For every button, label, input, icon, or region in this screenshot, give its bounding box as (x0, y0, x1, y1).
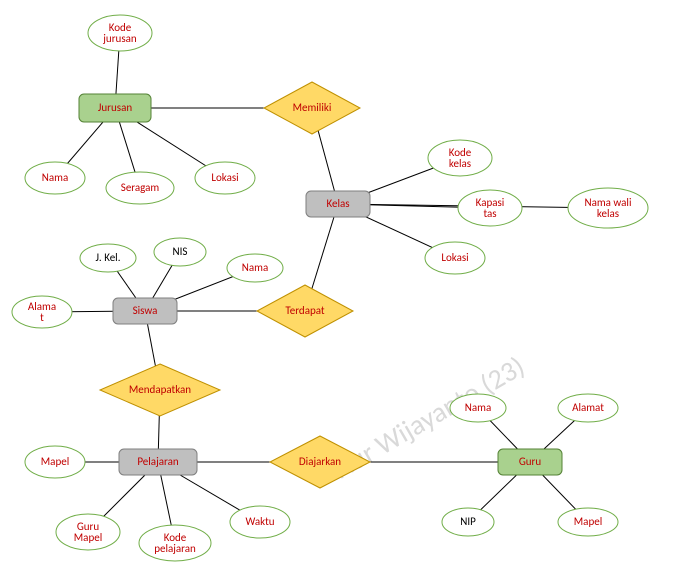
attribute-label: Mapel (574, 515, 602, 528)
attribute-label: Seragam (121, 181, 160, 194)
attribute-label: J. Kel. (96, 251, 121, 264)
entity-label: Siswa (133, 304, 158, 317)
relationship-label: Memiliki (293, 101, 332, 114)
entity-label: Kelas (326, 197, 349, 210)
attribute-label: Mapel (41, 455, 69, 468)
attribute-label: Alamat (572, 401, 604, 414)
attribute-label: Nama (465, 401, 491, 414)
attribute-label: Nama (42, 171, 68, 184)
attribute-label: Lokasi (211, 171, 238, 184)
relationship-label: Mendapatkan (129, 383, 191, 396)
relationship-label: Terdapat (285, 304, 325, 317)
entity-label: Pelajaran (137, 455, 179, 468)
attribute-label: Waktu (245, 515, 274, 528)
attribute-label: NIS (173, 245, 188, 258)
attribute-label: GuruMapel (74, 520, 102, 544)
attribute-label: Lokasi (441, 251, 468, 264)
er-diagram-canvas: Nur Wijayanto (23) KodejurusanNamaSeraga… (0, 0, 676, 574)
attribute-label: Kodekelas (449, 146, 472, 170)
entity-label: Guru (519, 455, 542, 468)
relationship-label: Diajarkan (299, 455, 341, 468)
attribute-label: NIP (460, 515, 476, 528)
attribute-label: Nama (242, 261, 268, 274)
entity-label: Jurusan (98, 101, 132, 114)
